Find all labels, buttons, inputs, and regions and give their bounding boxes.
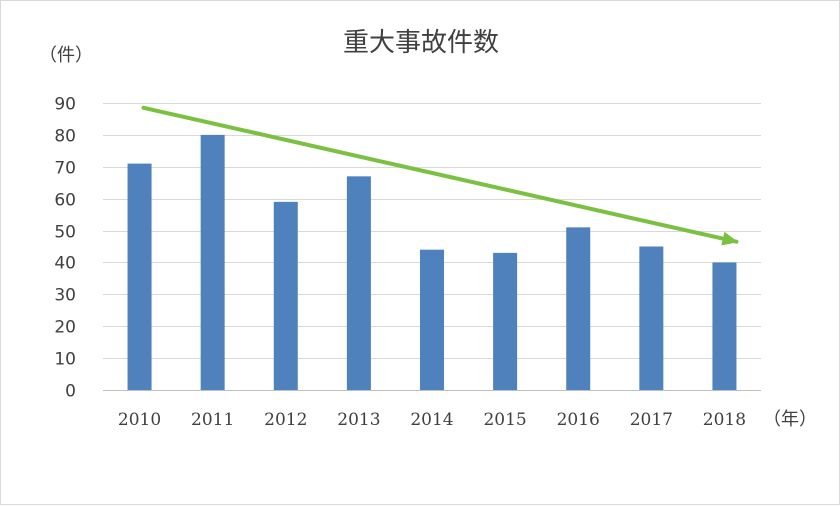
y-tick-label: 50: [54, 223, 76, 243]
bar-2015: [493, 252, 518, 390]
x-tick-label: 2011: [191, 410, 234, 430]
trend-arrow: [141, 105, 739, 246]
y-tick-label: 20: [54, 318, 76, 338]
y-tick-label: 10: [54, 350, 76, 370]
y-tick-label: 60: [54, 191, 76, 211]
y-tick-label: 90: [54, 95, 76, 115]
bar-2017: [639, 246, 664, 390]
bar-2013: [346, 176, 371, 390]
y-tick-label: 80: [54, 127, 76, 147]
y-tick-label: 30: [54, 286, 76, 306]
bar-2011: [200, 134, 225, 390]
x-tick-label: 2016: [557, 410, 600, 430]
y-tick-label: 0: [65, 382, 76, 402]
x-tick-label: 2010: [118, 410, 161, 430]
y-tick-label: 40: [54, 254, 76, 274]
x-tick-label: 2017: [630, 410, 673, 430]
x-tick-label: 2018: [703, 410, 746, 430]
x-tick-label: 2015: [483, 410, 526, 430]
y-tick-label: 70: [54, 159, 76, 179]
y-axis-unit-label: （件）: [39, 45, 93, 66]
chart-title: 重大事故件数: [343, 28, 499, 58]
x-tick-label: 2014: [410, 410, 453, 430]
bar-2012: [273, 201, 298, 390]
bar-2014: [420, 249, 444, 390]
bar-2016: [566, 227, 591, 390]
x-tick-label: 2012: [264, 410, 307, 430]
x-axis-unit-label: （年）: [763, 409, 817, 430]
x-tick-label: 2013: [337, 410, 380, 430]
bar-2010: [127, 163, 152, 390]
bar-2018: [712, 262, 737, 390]
